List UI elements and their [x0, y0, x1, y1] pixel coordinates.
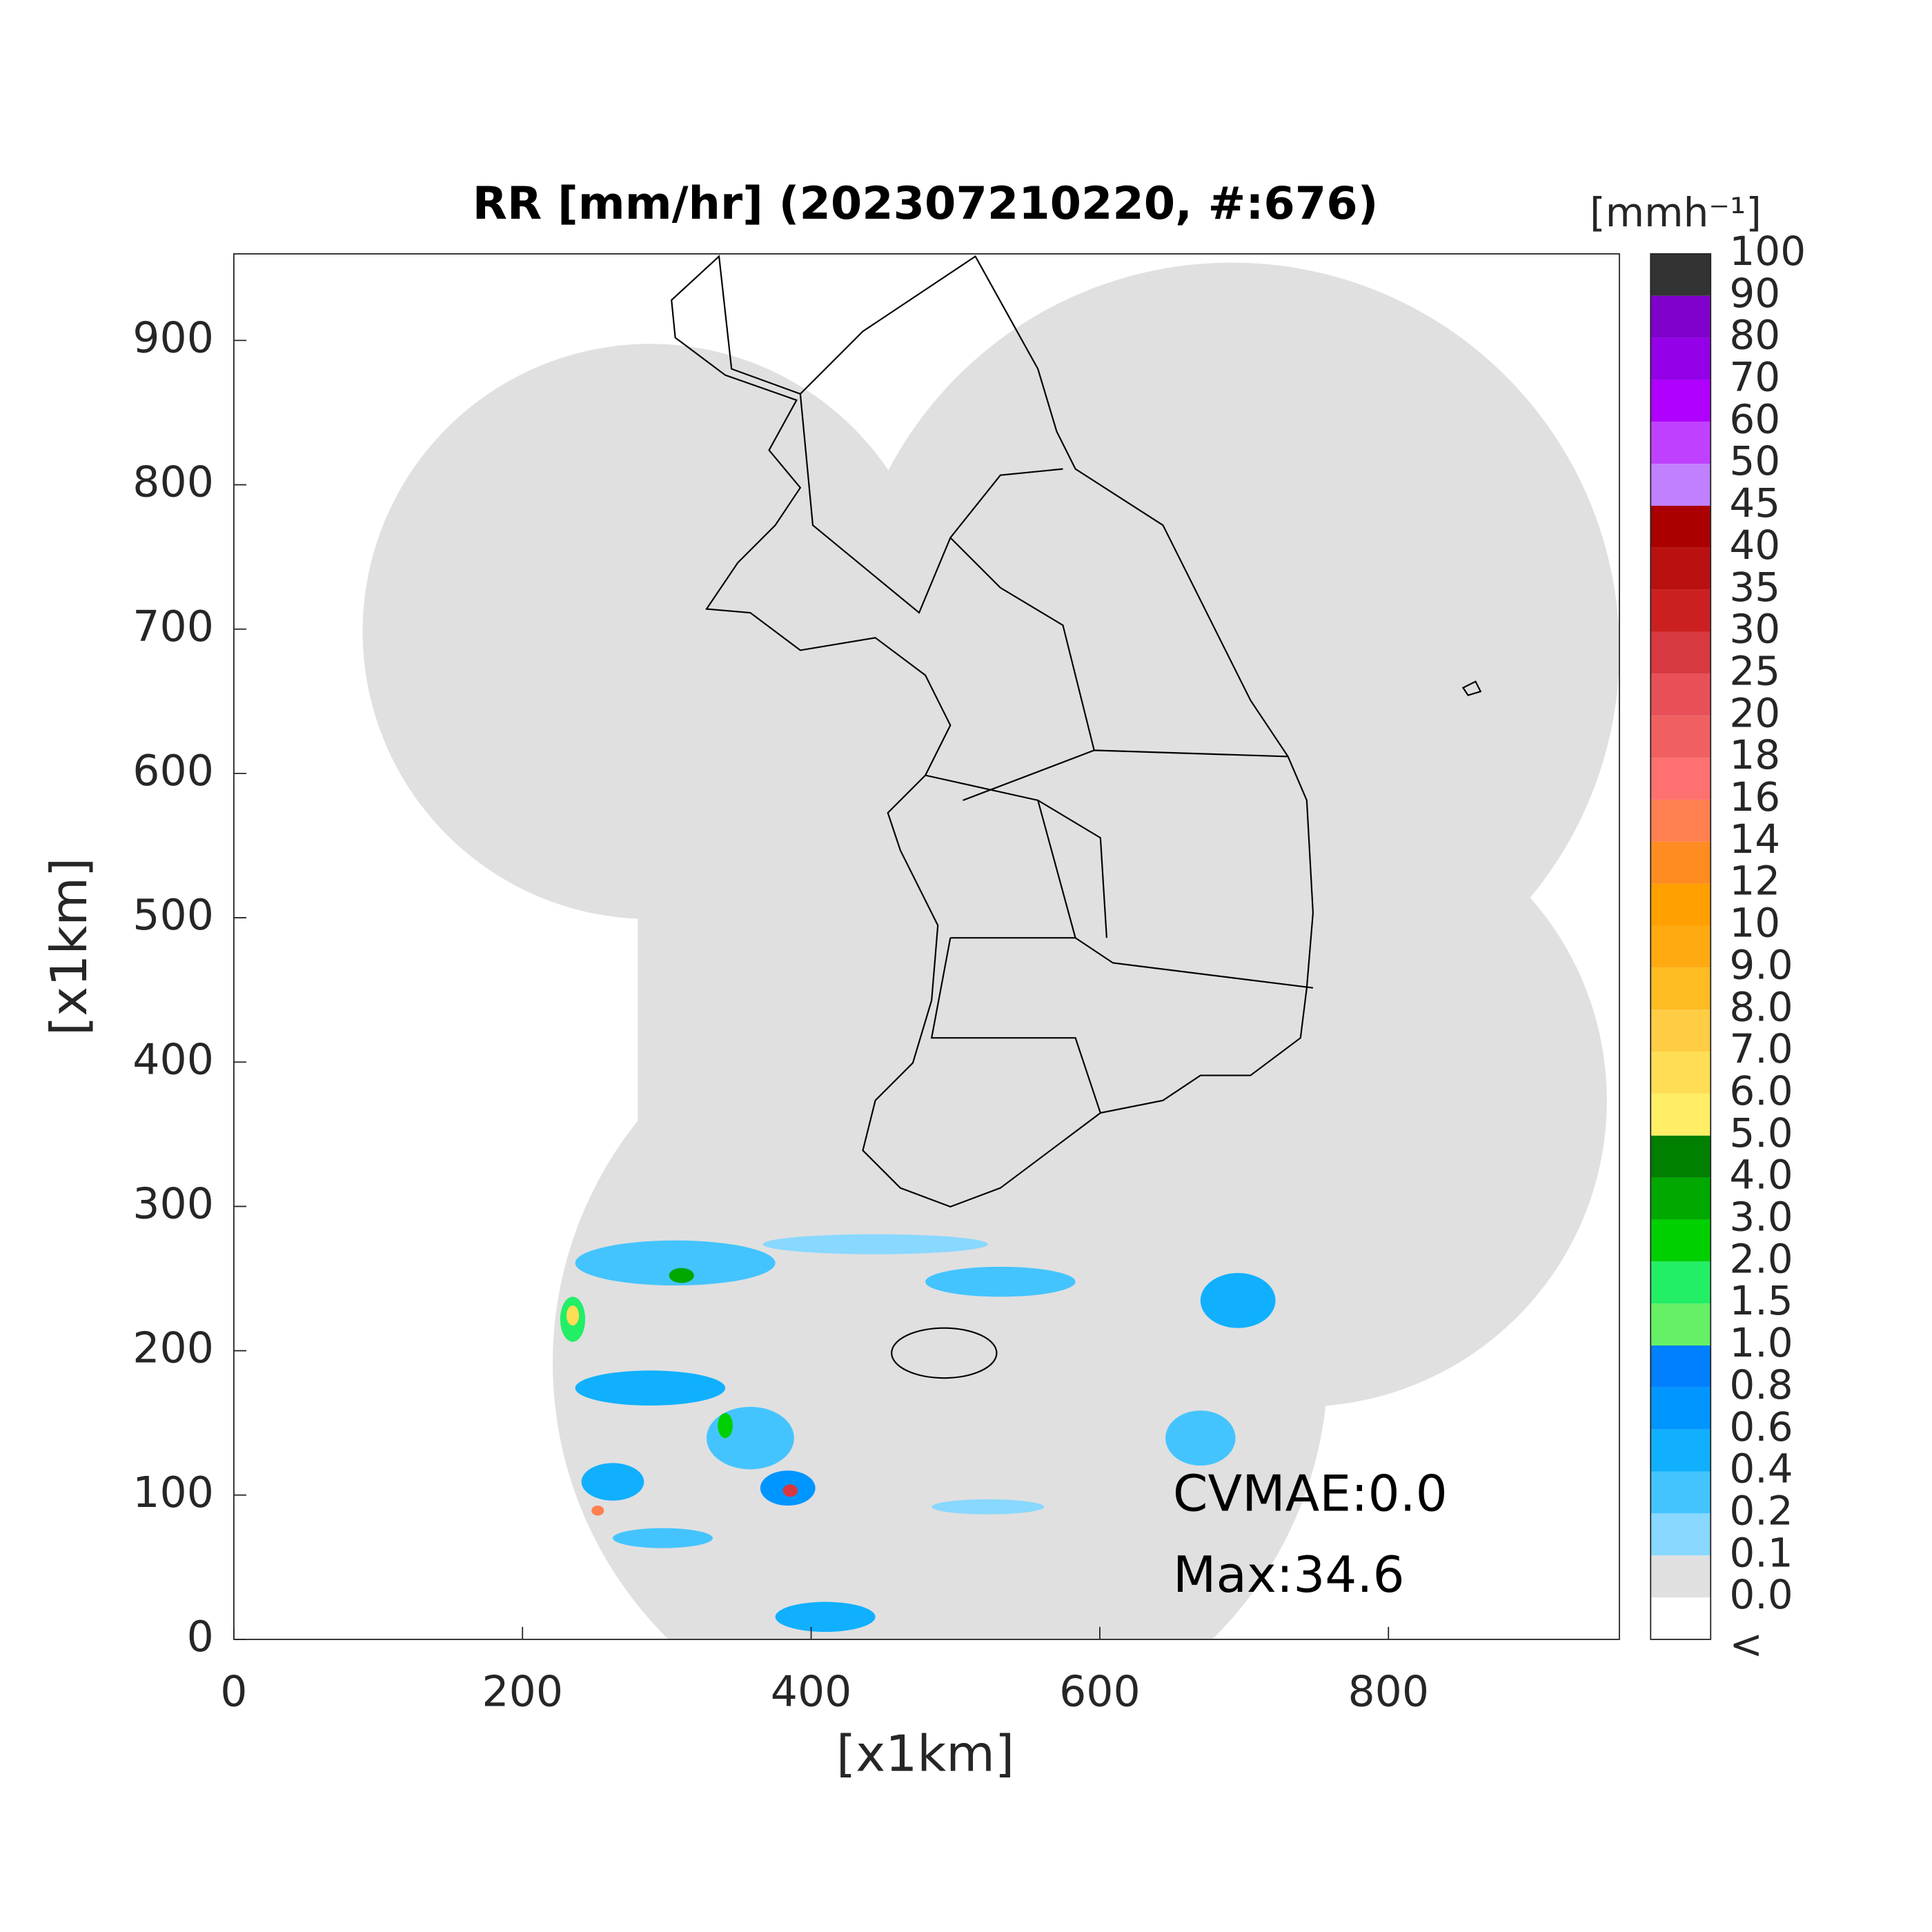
- colorbar-segment: [1650, 589, 1711, 632]
- colorbar-segment: [1650, 1261, 1711, 1304]
- colorbar-label: 12: [1729, 858, 1780, 905]
- colorbar-label: 7.0: [1729, 1025, 1793, 1072]
- colorbar-label: 50: [1729, 437, 1780, 484]
- colorbar-label: 0.2: [1729, 1487, 1793, 1534]
- y-tick-label: 400: [132, 1034, 214, 1084]
- plot-frame: [233, 253, 1620, 1640]
- colorbar-label: 4.0: [1729, 1152, 1793, 1199]
- colorbar-segment: [1650, 1555, 1711, 1598]
- colorbar-label: 70: [1729, 354, 1780, 401]
- colorbar-label: 0.8: [1729, 1361, 1793, 1408]
- colorbar-segment: [1650, 337, 1711, 380]
- coverage-area: [638, 625, 1138, 1126]
- colorbar-label: 40: [1729, 522, 1780, 569]
- colorbar-label: 18: [1729, 731, 1780, 778]
- chart-title: RR [mm/hr] (202307210220, #:676): [473, 177, 1379, 230]
- colorbar-segment: [1650, 967, 1711, 1010]
- colorbar-segment: [1650, 1429, 1711, 1472]
- colorbar-label: 0.0: [1729, 1571, 1793, 1618]
- colorbar-segment: [1650, 1345, 1711, 1388]
- y-tick-label: 700: [132, 602, 214, 651]
- y-tick-label: 900: [132, 313, 214, 362]
- y-tick-label: 300: [132, 1179, 214, 1229]
- colorbar-label: 60: [1729, 395, 1780, 442]
- colorbar-segment: [1650, 673, 1711, 716]
- colorbar-segment: [1650, 716, 1711, 758]
- colorbar-unit: [mmh⁻¹]: [1590, 189, 1762, 236]
- colorbar-label: 100: [1729, 228, 1806, 275]
- colorbar-segment: [1650, 1135, 1711, 1178]
- x-axis-label: [x1km]: [836, 1725, 1014, 1783]
- x-tick-label: 800: [1348, 1667, 1429, 1717]
- colorbar-label: 8.0: [1729, 983, 1793, 1030]
- colorbar-segment: [1650, 1177, 1711, 1220]
- colorbar-label: 5.0: [1729, 1110, 1793, 1156]
- colorbar-segment: [1650, 1513, 1711, 1556]
- colorbar-label: 14: [1729, 816, 1780, 862]
- colorbar-label: <: [1729, 1621, 1763, 1668]
- colorbar-label: 35: [1729, 564, 1780, 611]
- colorbar-segment: [1650, 295, 1711, 338]
- annotation: Max:34.6: [1173, 1546, 1405, 1604]
- coastline: [671, 255, 1482, 1379]
- y-axis-label: [x1km]: [41, 858, 99, 1036]
- coverage-area: [553, 975, 1328, 1639]
- x-tick-label: 600: [1059, 1667, 1141, 1717]
- annotation: CVMAE:0.0: [1173, 1465, 1448, 1523]
- colorbar-label: 6.0: [1729, 1067, 1793, 1114]
- colorbar-label: 16: [1729, 773, 1780, 820]
- colorbar-label: 1.5: [1729, 1277, 1793, 1324]
- colorbar-label: 90: [1729, 270, 1780, 317]
- colorbar-label: 0.6: [1729, 1403, 1793, 1450]
- colorbar-label: 0.1: [1729, 1529, 1793, 1576]
- x-tick-label: 0: [220, 1667, 247, 1717]
- colorbar-segment: [1650, 841, 1711, 884]
- y-tick-label: 500: [132, 890, 214, 940]
- colorbar-segment: [1650, 1387, 1711, 1430]
- colorbar-label: 9.0: [1729, 941, 1793, 988]
- colorbar-label: 20: [1729, 689, 1780, 736]
- colorbar-segment: [1650, 505, 1711, 548]
- y-tick-label: 0: [187, 1612, 214, 1662]
- colorbar-segment: [1650, 422, 1711, 464]
- colorbar-label: 80: [1729, 312, 1780, 359]
- precipitation: [560, 1234, 1276, 1633]
- colorbar-segment: [1650, 1597, 1711, 1639]
- y-tick-label: 100: [132, 1468, 214, 1517]
- colorbar-segment: [1650, 758, 1711, 800]
- colorbar-segment: [1650, 1052, 1711, 1094]
- colorbar-frame: [1650, 253, 1712, 1640]
- x-tick-label: 400: [771, 1667, 852, 1717]
- colorbar-segment: [1650, 1219, 1711, 1262]
- y-tick-label: 800: [132, 457, 214, 507]
- colorbar-segment: [1650, 799, 1711, 842]
- colorbar-segment: [1650, 547, 1711, 590]
- colorbar-segment: [1650, 253, 1711, 296]
- colorbar-label: 3.0: [1729, 1194, 1793, 1241]
- colorbar-label: 45: [1729, 480, 1780, 526]
- colorbar-label: 25: [1729, 647, 1780, 694]
- colorbar-label: 30: [1729, 606, 1780, 653]
- colorbar-segment: [1650, 1303, 1711, 1346]
- radar-coverage: [362, 255, 1619, 1639]
- colorbar-segment: [1650, 1009, 1711, 1052]
- colorbar-segment: [1650, 925, 1711, 968]
- x-tick-label: 200: [482, 1667, 563, 1717]
- colorbar-segment: [1650, 1093, 1711, 1136]
- colorbar-label: 0.4: [1729, 1446, 1793, 1492]
- y-tick-label: 600: [132, 746, 214, 796]
- colorbar-segment: [1650, 464, 1711, 506]
- colorbar-label: 2.0: [1729, 1235, 1793, 1282]
- colorbar-segment: [1650, 379, 1711, 422]
- y-tick-label: 200: [132, 1323, 214, 1373]
- colorbar-segment: [1650, 883, 1711, 926]
- colorbar-label: 10: [1729, 900, 1780, 947]
- colorbar-segment: [1650, 1471, 1711, 1514]
- colorbar-segment: [1650, 631, 1711, 674]
- colorbar-label: 1.0: [1729, 1319, 1793, 1366]
